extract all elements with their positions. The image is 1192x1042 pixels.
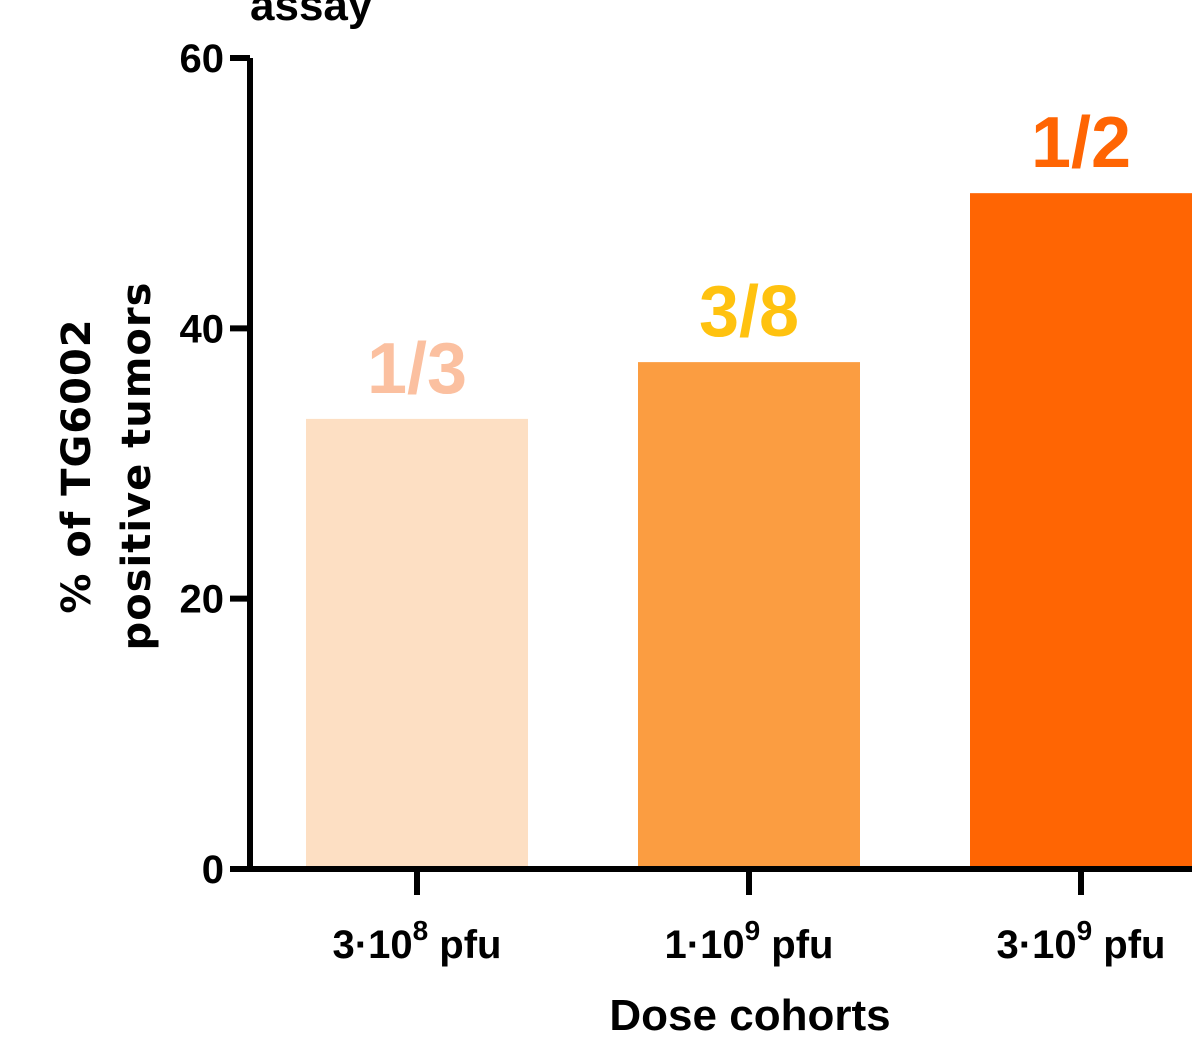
bars-layer — [306, 193, 1192, 869]
x-ticks-layer: 3·108 pfu 1·109 pfu 3·109 pfu — [333, 869, 1166, 967]
bar — [638, 362, 860, 869]
y-tick-label: 0 — [202, 848, 224, 892]
bar-data-label: 1/3 — [367, 329, 467, 409]
x-tick-label: 3·109 pfu — [997, 915, 1166, 967]
x-tick-unit: pfu — [760, 923, 833, 967]
bar-data-label: 1/2 — [1031, 103, 1131, 183]
x-tick-label: 3·108 pfu — [333, 915, 502, 967]
y-ticks-layer: 0 20 40 60 — [180, 37, 250, 892]
x-tick-coef: 1·10 — [665, 923, 745, 967]
y-axis-title: % of TG6002 positive tumors — [54, 282, 160, 651]
x-tick-exponent: 8 — [413, 915, 429, 946]
y-tick-label: 40 — [180, 307, 225, 351]
x-tick-exponent: 9 — [1077, 915, 1093, 946]
data-labels-layer: 1/3 3/8 1/2 — [367, 103, 1131, 409]
x-axis-title: Dose cohorts — [609, 991, 890, 1040]
x-tick-unit: pfu — [1092, 923, 1165, 967]
x-tick-exponent: 9 — [745, 915, 761, 946]
y-tick-label: 60 — [180, 37, 225, 81]
y-tick-label: 20 — [180, 578, 225, 622]
chart-title-fragment: assay — [250, 0, 373, 30]
x-tick-coef: 3·10 — [997, 923, 1077, 967]
bar — [970, 193, 1192, 869]
x-tick-unit: pfu — [428, 923, 501, 967]
x-tick-label: 1·109 pfu — [665, 915, 834, 967]
y-axis-title-line-2: positive tumors — [114, 282, 160, 651]
x-tick-coef: 3·10 — [333, 923, 413, 967]
bar — [306, 418, 528, 869]
bar-data-label: 3/8 — [699, 272, 799, 352]
y-axis-title-line-1: % of TG6002 — [54, 318, 100, 613]
